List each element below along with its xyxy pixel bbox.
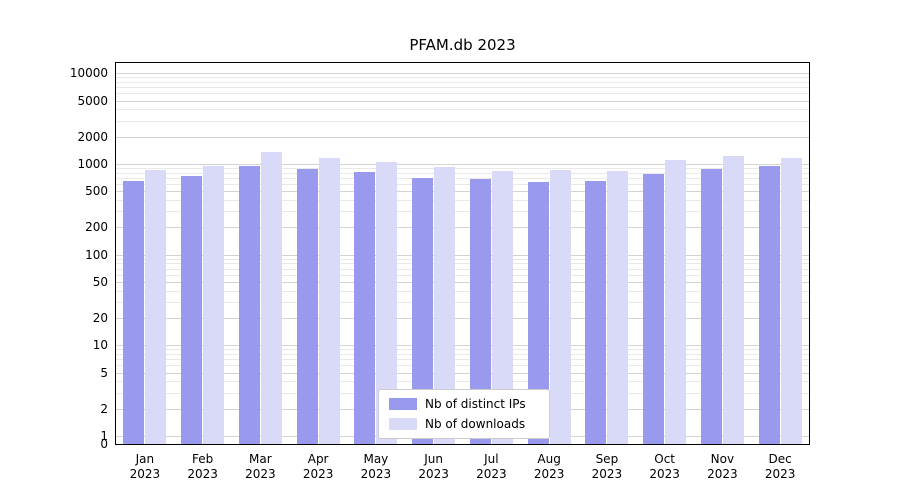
- bar-downloads: [318, 157, 340, 444]
- gridline-major: [116, 318, 809, 320]
- gridline-minor: [116, 263, 809, 265]
- bar-downloads: [549, 170, 571, 444]
- bar-distinct-ips: [123, 181, 145, 444]
- legend-label: Nb of distinct IPs: [425, 397, 526, 411]
- legend-swatch-downloads: [389, 418, 417, 430]
- y-tick-label: 10000: [69, 66, 108, 81]
- bar-distinct-ips: [296, 169, 318, 444]
- x-tick-label: May 2023: [360, 452, 392, 481]
- gridline-minor: [116, 178, 809, 180]
- x-tick-label: Apr 2023: [302, 452, 334, 481]
- gridline-minor: [116, 365, 809, 367]
- plot-area: [115, 62, 810, 445]
- y-tick-label: 10: [92, 338, 108, 353]
- gridline-major: [116, 73, 809, 75]
- y-tick-label: 2: [100, 401, 108, 416]
- bar-downloads: [665, 160, 687, 444]
- bar-distinct-ips: [643, 173, 665, 444]
- y-tick-label: 1: [100, 429, 108, 443]
- bar-distinct-ips: [412, 178, 434, 444]
- gridline-minor: [116, 274, 809, 276]
- bar-distinct-ips: [585, 181, 607, 444]
- gridline-major: [116, 163, 809, 165]
- gridline-major: [116, 191, 809, 193]
- gridline-minor: [116, 290, 809, 292]
- legend-item: Nb of distinct IPs: [389, 397, 539, 411]
- x-tick-label: Mar 2023: [245, 452, 276, 481]
- bar-distinct-ips: [527, 182, 549, 444]
- bar-downloads: [203, 165, 225, 444]
- gridline-minor: [116, 200, 809, 202]
- bar-downloads: [722, 155, 744, 444]
- y-tick-label: 0: [100, 437, 108, 451]
- bar-distinct-ips: [181, 175, 203, 444]
- x-tick-label: Jun 2023: [418, 452, 449, 481]
- bar-distinct-ips: [354, 171, 376, 444]
- y-tick-label: 20: [92, 311, 108, 326]
- gridline-major: [116, 254, 809, 256]
- bar-distinct-ips: [238, 166, 260, 444]
- chart-title: PFAM.db 2023: [409, 36, 516, 54]
- y-tick-label: 2000: [77, 129, 108, 144]
- y-tick-label: 500: [85, 184, 108, 199]
- bar-distinct-ips: [700, 169, 722, 444]
- bar-distinct-ips: [758, 166, 780, 444]
- gridline-minor: [116, 168, 809, 170]
- y-tick-label: 50: [92, 274, 108, 289]
- gridline-minor: [116, 354, 809, 356]
- bar-downloads: [780, 158, 802, 444]
- bar-downloads: [145, 170, 167, 444]
- bar-distinct-ips: [469, 178, 491, 444]
- x-tick-label: Sep 2023: [591, 452, 623, 481]
- y-tick-label: 100: [85, 247, 108, 262]
- legend-swatch-distinct-ips: [389, 398, 417, 410]
- gridline-major: [116, 227, 809, 229]
- x-tick-label: Jan 2023: [129, 452, 161, 481]
- x-tick-label: Oct 2023: [649, 452, 680, 481]
- bar-downloads: [491, 170, 513, 444]
- gridline-minor: [116, 87, 809, 89]
- gridline-minor: [116, 120, 809, 122]
- legend: Nb of distinct IPs Nb of downloads: [378, 389, 550, 439]
- y-tick-label: 200: [85, 220, 108, 235]
- x-tick-label: Aug 2023: [533, 452, 565, 481]
- x-tick-label: Nov 2023: [707, 452, 738, 481]
- gridline-minor: [116, 302, 809, 304]
- gridline-minor: [116, 109, 809, 111]
- gridline-minor: [116, 184, 809, 186]
- gridline-minor: [116, 77, 809, 79]
- gridline-major: [116, 281, 809, 283]
- legend-item: Nb of downloads: [389, 417, 539, 431]
- y-tick-label: 5000: [77, 93, 108, 108]
- legend-label: Nb of downloads: [425, 417, 526, 431]
- bar-downloads: [607, 170, 629, 444]
- gridline-major: [116, 100, 809, 102]
- gridline-major: [116, 345, 809, 347]
- gridline-minor: [116, 211, 809, 213]
- x-tick-label: Feb 2023: [187, 452, 218, 481]
- bar-downloads: [376, 161, 398, 444]
- gridline-minor: [116, 359, 809, 361]
- gridline-minor: [116, 268, 809, 270]
- gridline-minor: [116, 82, 809, 84]
- bar-downloads: [434, 166, 456, 444]
- gridline-minor: [116, 172, 809, 174]
- gridline-minor: [116, 349, 809, 351]
- gridline-minor: [116, 258, 809, 260]
- x-tick-label: Jul 2023: [476, 452, 507, 481]
- x-tick-label: Dec 2023: [764, 452, 796, 481]
- gridline-minor: [116, 381, 809, 383]
- gridline-minor: [116, 93, 809, 95]
- y-tick-label: 5: [100, 365, 108, 380]
- gridline-major: [116, 136, 809, 138]
- gridline-major: [116, 372, 809, 374]
- bar-downloads: [260, 152, 282, 444]
- y-tick-label: 1000: [77, 156, 108, 171]
